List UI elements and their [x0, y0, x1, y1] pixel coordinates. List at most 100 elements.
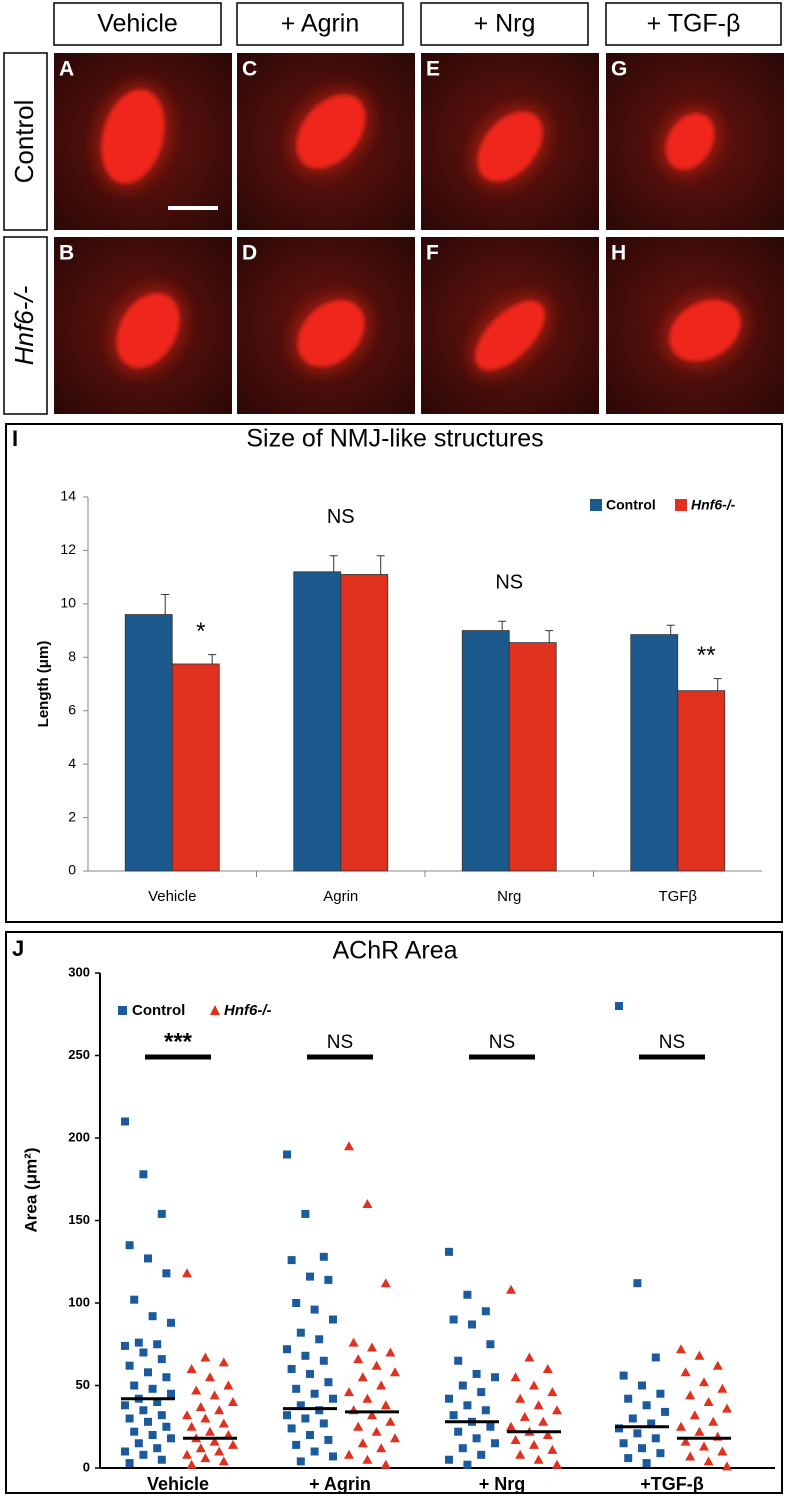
- panel-i-frame: [5, 423, 783, 923]
- data-point: [139, 1406, 148, 1415]
- data-point: [200, 1352, 211, 1362]
- bar: [677, 690, 726, 872]
- data-point: [542, 1430, 553, 1439]
- data-point: [371, 1426, 382, 1436]
- data-point: [209, 1390, 220, 1400]
- y-tick-label: 8: [68, 648, 76, 664]
- data-point: [292, 1440, 301, 1449]
- data-point: [296, 1457, 305, 1466]
- data-point: [651, 1353, 660, 1362]
- panel-label: I: [12, 426, 18, 451]
- chart-title: AChR Area: [332, 937, 457, 965]
- data-point: [633, 1279, 642, 1288]
- data-point: [214, 1405, 225, 1415]
- data-point: [486, 1422, 495, 1431]
- data-point: [449, 1315, 458, 1324]
- data-point: [306, 1272, 314, 1281]
- data-point: [306, 1431, 314, 1439]
- data-point: [722, 1461, 732, 1471]
- receptor-cluster: [116, 293, 180, 368]
- data-point: [491, 1439, 499, 1448]
- data-point: [134, 1338, 143, 1347]
- dot-chart: J AChR Area Area (μm²) 0 50 100 150 200 250 300 Ve…: [12, 936, 775, 1494]
- error-bar: [498, 620, 507, 631]
- data-point: [134, 1439, 143, 1448]
- significance-label: *: [196, 618, 205, 645]
- data-point: [121, 1341, 129, 1350]
- significance-label: ***: [164, 1028, 193, 1055]
- data-point: [186, 1421, 197, 1431]
- data-point: [390, 1367, 400, 1377]
- receptor-cluster: [475, 300, 545, 371]
- data-point: [205, 1426, 215, 1436]
- data-point: [148, 1384, 157, 1393]
- significance-label: NS: [327, 506, 355, 528]
- significance-label: NS: [489, 1032, 515, 1053]
- data-point: [472, 1369, 481, 1378]
- data-point: [306, 1369, 314, 1378]
- data-point: [121, 1447, 129, 1456]
- column-header: + Nrg: [474, 10, 536, 38]
- x-tick-label: +TGF-β: [640, 1474, 703, 1494]
- data-point: [228, 1439, 238, 1449]
- x-tick-label: Vehicle: [147, 1474, 209, 1494]
- panel-letter: H: [611, 242, 626, 265]
- data-point: [296, 1328, 305, 1337]
- data-point: [656, 1389, 665, 1398]
- data-point: [186, 1459, 197, 1469]
- data-point: [353, 1421, 364, 1431]
- data-point: [186, 1364, 197, 1373]
- data-point: [301, 1351, 310, 1360]
- data-point: [344, 1387, 354, 1397]
- data-point: [515, 1393, 526, 1403]
- data-point: [167, 1318, 175, 1327]
- data-point: [292, 1299, 301, 1307]
- data-point: [380, 1459, 391, 1469]
- row-header-box: [3, 236, 48, 415]
- data-point: [524, 1352, 535, 1362]
- data-point: [218, 1456, 229, 1466]
- bar-chart: I Size of NMJ-like structures Length (μm) 0…: [12, 425, 762, 905]
- data-point: [699, 1377, 709, 1387]
- column-header-box: [420, 2, 589, 46]
- data-point: [153, 1444, 162, 1453]
- data-point: [195, 1443, 206, 1453]
- data-point: [529, 1380, 539, 1390]
- data-point: [319, 1419, 328, 1428]
- data-point: [139, 1450, 148, 1459]
- significance-label: NS: [495, 572, 523, 594]
- x-tick-label: + Agrin: [309, 1474, 371, 1494]
- data-point: [371, 1360, 382, 1370]
- bar: [293, 571, 342, 872]
- data-point: [121, 1117, 129, 1126]
- y-tick-label: 10: [60, 595, 76, 611]
- data-point: [228, 1397, 238, 1406]
- data-point: [348, 1337, 359, 1347]
- data-point: [519, 1411, 530, 1421]
- data-point: [656, 1449, 665, 1458]
- legend-marker: [210, 1005, 220, 1015]
- y-tick-label: 2: [68, 808, 76, 824]
- data-point: [130, 1427, 139, 1436]
- data-point: [717, 1383, 728, 1393]
- significance-label: NS: [659, 1032, 685, 1053]
- data-point: [486, 1340, 495, 1349]
- data-point: [162, 1422, 171, 1431]
- data-point: [344, 1141, 354, 1151]
- data-point: [362, 1454, 373, 1464]
- data-point: [376, 1443, 387, 1453]
- x-tick-label: + Nrg: [479, 1474, 526, 1494]
- data-point: [125, 1459, 134, 1468]
- data-point: [301, 1414, 310, 1423]
- receptor-cluster: [669, 299, 741, 362]
- error-bar: [208, 654, 217, 664]
- data-point: [506, 1421, 516, 1431]
- data-point: [287, 1424, 296, 1433]
- data-point: [685, 1390, 696, 1400]
- data-point: [385, 1416, 396, 1426]
- data-point: [367, 1342, 377, 1352]
- receptor-cluster: [101, 89, 165, 184]
- x-tick-label: Vehicle: [148, 888, 196, 905]
- data-point: [157, 1455, 166, 1464]
